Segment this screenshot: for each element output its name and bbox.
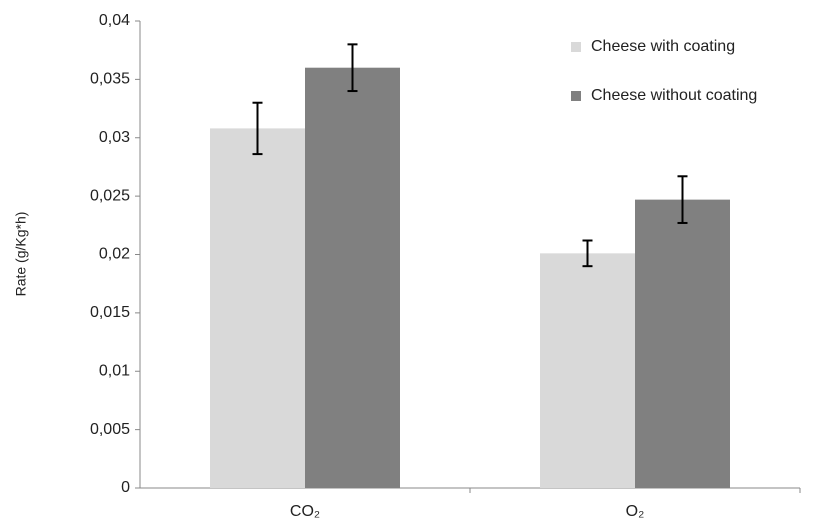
legend-label: Cheese without coating bbox=[591, 87, 757, 104]
bar bbox=[635, 199, 730, 488]
bar bbox=[210, 128, 305, 488]
y-tick-label: 0,03 bbox=[99, 129, 130, 146]
y-tick-label: 0,02 bbox=[99, 246, 130, 263]
error-bar bbox=[252, 101, 263, 156]
legend-swatch bbox=[571, 91, 581, 101]
legend-swatch bbox=[571, 42, 581, 52]
y-tick-label: 0 bbox=[121, 479, 130, 496]
bar bbox=[540, 253, 635, 488]
error-bar bbox=[582, 239, 593, 268]
y-axis-label: Rate (g/Kg*h) bbox=[13, 212, 29, 297]
x-tick-label: CO₂ bbox=[290, 503, 320, 520]
y-tick-label: 0,04 bbox=[99, 12, 130, 29]
y-tick-label: 0,035 bbox=[90, 71, 130, 88]
y-tick-label: 0,01 bbox=[99, 362, 130, 379]
y-tick-label: 0,015 bbox=[90, 304, 130, 321]
error-bar bbox=[347, 43, 358, 93]
legend-label: Cheese with coating bbox=[591, 38, 735, 55]
error-bar bbox=[677, 175, 688, 224]
y-tick-label: 0,025 bbox=[90, 187, 130, 204]
bar bbox=[305, 67, 400, 488]
y-tick-label: 0,005 bbox=[90, 421, 130, 438]
x-tick-label: O₂ bbox=[626, 503, 645, 520]
